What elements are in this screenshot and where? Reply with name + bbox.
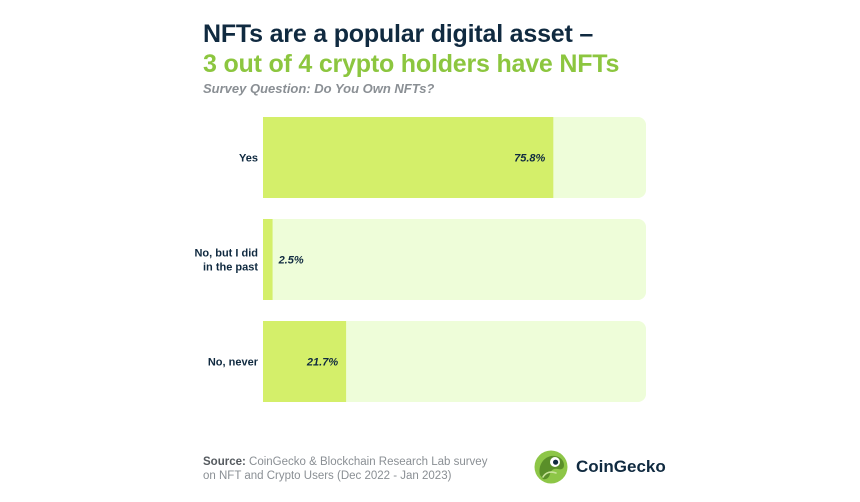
value-label-no-but-i-did-in-the-past: 2.5% [278,255,304,267]
value-label-no-never: 21.7% [306,357,338,369]
category-label-no-but-i-did-in-the-past: No, but I did in the past [194,248,258,274]
bar-track-no-but-i-did-in-the-past [263,219,646,300]
source-text-2: on NFT and Crypto Users (Dec 2022 - Jan … [203,470,452,482]
chart-subtitle: Survey Question: Do You Own NFTs? [203,81,435,96]
chart-title-line-2: 3 out of 4 crypto holders have NFTs [203,50,620,78]
source-note: Source: CoinGecko & Blockchain Research … [203,455,487,483]
source-text-1: CoinGecko & Blockchain Research Lab surv… [249,456,488,468]
value-label-yes: 75.8% [514,153,545,165]
bar-no-never [263,321,347,402]
bar-yes [263,117,554,198]
category-label-yes: Yes [239,153,258,165]
chart-title-line-1: NFTs are a popular digital asset – [203,20,594,48]
bar-no-but-i-did-in-the-past [263,219,273,300]
brand-mark: CoinGecko [534,450,666,484]
gecko-logo-icon [534,450,568,484]
source-line-1: Source: CoinGecko & Blockchain Research … [203,455,487,469]
brand-name: CoinGecko [576,457,666,476]
bar-chart: Yes 75.8% No, but I did in the past 2.5% No, … [194,117,646,402]
category-label-no-never: No, never [208,357,259,369]
source-label: Source: [203,456,246,468]
